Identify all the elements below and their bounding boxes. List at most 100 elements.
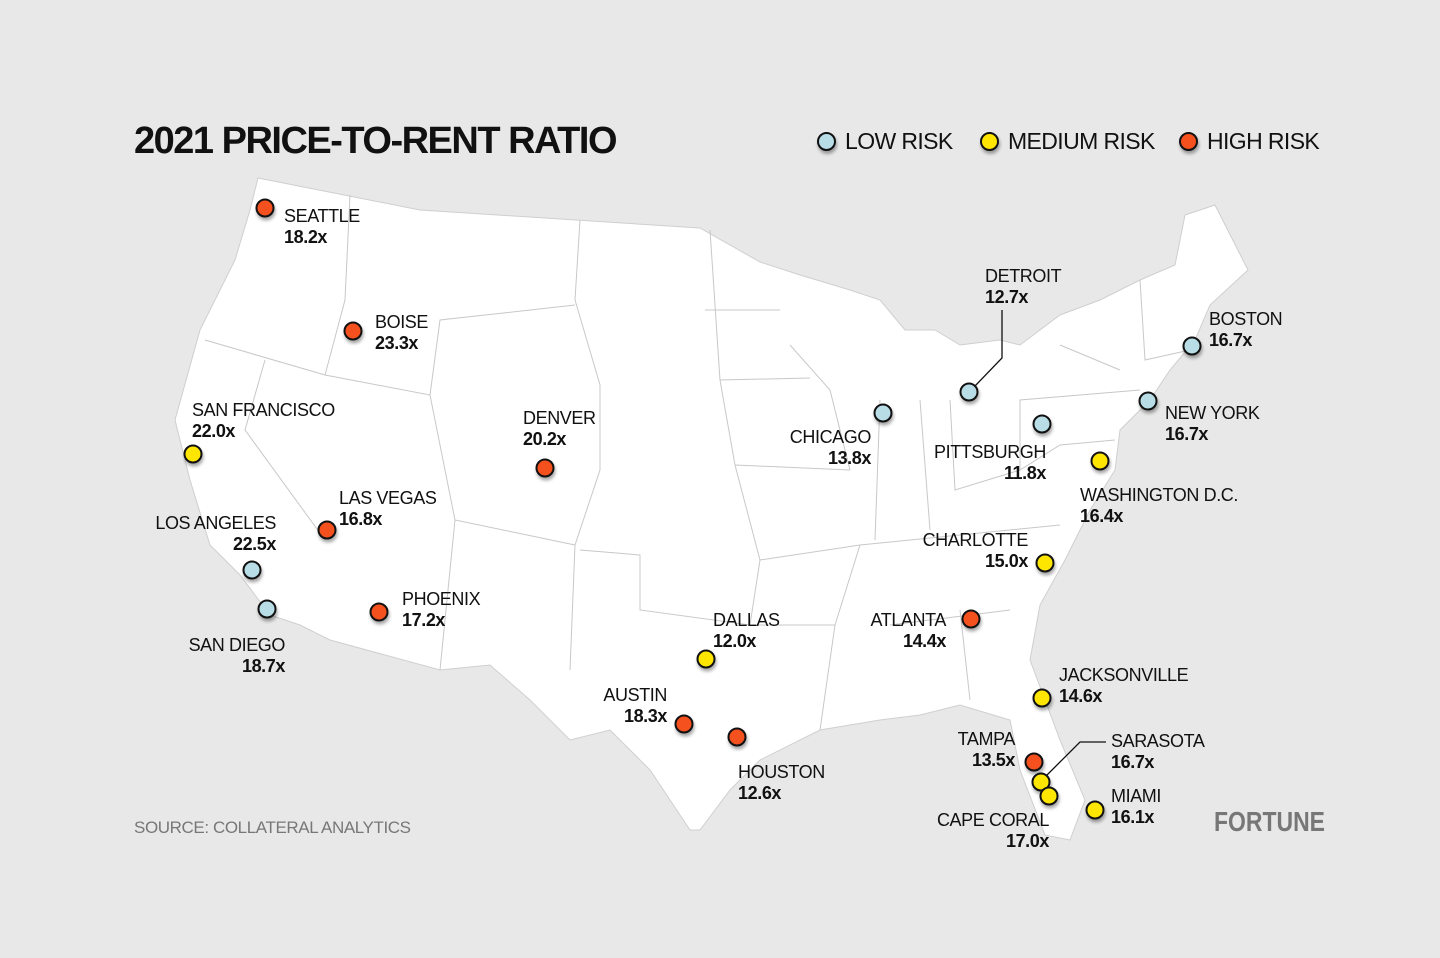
chicago-label: CHICAGO 13.8x <box>789 427 872 469</box>
city-name: AUSTIN <box>603 685 667 705</box>
city-name: CHICAGO <box>789 427 872 447</box>
city-name: CHARLOTTE <box>922 530 1029 550</box>
city-name: BOSTON <box>1209 309 1283 329</box>
city-name: DENVER <box>523 408 596 428</box>
san-diego-label: SAN DIEGO 18.7x <box>188 635 286 677</box>
medium-risk-dot-icon <box>980 132 999 151</box>
denver-marker <box>535 458 555 478</box>
new-york-marker <box>1138 391 1158 411</box>
san-francisco-marker <box>183 444 203 464</box>
state-borders <box>204 194 1191 731</box>
city-name: WASHINGTON D.C. <box>1080 485 1239 505</box>
city-ratio: 13.5x <box>971 750 1015 770</box>
seattle-marker <box>255 198 275 218</box>
city-ratio: 22.0x <box>192 421 236 441</box>
city-name: PHOENIX <box>402 589 481 609</box>
city-ratio: 18.3x <box>623 706 667 726</box>
detroit-marker <box>959 382 979 402</box>
seattle-label: SEATTLE 18.2x <box>284 206 360 248</box>
city-ratio: 17.0x <box>1005 831 1049 851</box>
legend-item-low: LOW RISK <box>817 128 953 155</box>
city-ratio: 20.2x <box>523 429 567 449</box>
legend-item-high: HIGH RISK <box>1179 128 1320 155</box>
cape-coral-label: CAPE CORAL 17.0x <box>937 810 1049 852</box>
san-diego-marker <box>257 599 277 619</box>
leader-lines <box>974 310 1106 777</box>
city-ratio: 16.8x <box>339 509 383 529</box>
atlanta-marker <box>961 609 981 629</box>
austin-marker <box>674 714 694 734</box>
city-name: TAMPA <box>957 729 1016 749</box>
city-ratio: 22.5x <box>232 534 276 554</box>
legend-label: MEDIUM RISK <box>1008 128 1155 154</box>
city-ratio: 11.8x <box>1003 463 1046 483</box>
chicago-marker <box>873 403 893 423</box>
charlotte-label: CHARLOTTE 15.0x <box>922 530 1029 572</box>
boston-marker <box>1182 336 1202 356</box>
city-ratio: 13.8x <box>827 448 871 468</box>
city-name: MIAMI <box>1111 786 1161 806</box>
city-name: BOISE <box>375 312 429 332</box>
detroit-label: DETROIT 12.7x <box>985 266 1062 308</box>
jacksonville-marker <box>1032 688 1052 708</box>
sarasota-label: SARASOTA 16.7x <box>1111 731 1205 773</box>
sarasota-leader-line <box>1045 741 1106 777</box>
city-ratio: 18.7x <box>241 656 285 676</box>
dallas-marker <box>696 649 716 669</box>
miami-label: MIAMI 16.1x <box>1111 786 1161 828</box>
city-name: LOS ANGELES <box>155 513 276 533</box>
city-ratio: 16.7x <box>1165 424 1209 444</box>
city-ratio: 15.0x <box>984 551 1028 571</box>
detroit-leader-line <box>974 310 1003 387</box>
las-vegas-marker <box>317 520 337 540</box>
city-ratio: 14.4x <box>902 631 946 651</box>
city-name: DETROIT <box>985 266 1062 286</box>
pittsburgh-label: PITTSBURGH 11.8x <box>934 442 1046 484</box>
las-vegas-label: LAS VEGAS 16.8x <box>339 488 437 530</box>
new-york-label: NEW YORK 16.7x <box>1165 403 1260 445</box>
city-name: LAS VEGAS <box>339 488 437 508</box>
city-name: ATLANTA <box>870 610 946 630</box>
legend-label: LOW RISK <box>845 128 953 154</box>
austin-label: AUSTIN 18.3x <box>603 685 667 727</box>
tampa-label: TAMPA 13.5x <box>957 729 1016 771</box>
legend-item-medium: MEDIUM RISK <box>980 128 1155 155</box>
city-ratio: 23.3x <box>375 333 419 353</box>
city-name: JACKSONVILLE <box>1059 665 1189 685</box>
phoenix-marker <box>369 602 389 622</box>
low-risk-dot-icon <box>817 132 836 151</box>
atlanta-label: ATLANTA 14.4x <box>870 610 946 652</box>
san-francisco-label: SAN FRANCISCO 22.0x <box>192 400 335 442</box>
denver-label: DENVER 20.2x <box>523 408 596 450</box>
los-angeles-label: LOS ANGELES 22.5x <box>155 513 276 555</box>
city-name: SEATTLE <box>284 206 360 226</box>
fortune-logo: FORTUNE <box>1214 806 1325 837</box>
city-name: SARASOTA <box>1111 731 1205 751</box>
city-name: DALLAS <box>713 610 780 630</box>
map-title: 2021 PRICE-TO-RENT RATIO <box>134 120 618 162</box>
jacksonville-label: JACKSONVILLE 14.6x <box>1059 665 1189 707</box>
high-risk-dot-icon <box>1179 132 1198 151</box>
city-ratio: 16.7x <box>1209 330 1253 350</box>
city-name: SAN FRANCISCO <box>192 400 335 420</box>
legend-label: HIGH RISK <box>1207 128 1320 154</box>
phoenix-label: PHOENIX 17.2x <box>402 589 481 631</box>
miami-marker <box>1085 800 1105 820</box>
boise-marker <box>343 321 363 341</box>
city-name: SAN DIEGO <box>188 635 286 655</box>
city-name: CAPE CORAL <box>936 810 1049 830</box>
city-ratio: 12.6x <box>738 783 782 803</box>
city-name: HOUSTON <box>738 762 825 782</box>
houston-marker <box>727 727 747 747</box>
boston-label: BOSTON 16.7x <box>1209 309 1283 351</box>
source-note: SOURCE: COLLATERAL ANALYTICS <box>134 818 411 837</box>
city-ratio: 16.4x <box>1080 506 1124 526</box>
city-ratio: 16.7x <box>1111 752 1155 772</box>
city-name: NEW YORK <box>1165 403 1260 423</box>
charlotte-marker <box>1035 553 1055 573</box>
city-name: PITTSBURGH <box>933 442 1046 462</box>
houston-label: HOUSTON 12.6x <box>738 762 825 804</box>
city-ratio: 14.6x <box>1059 686 1103 706</box>
city-ratio: 12.0x <box>713 631 757 651</box>
